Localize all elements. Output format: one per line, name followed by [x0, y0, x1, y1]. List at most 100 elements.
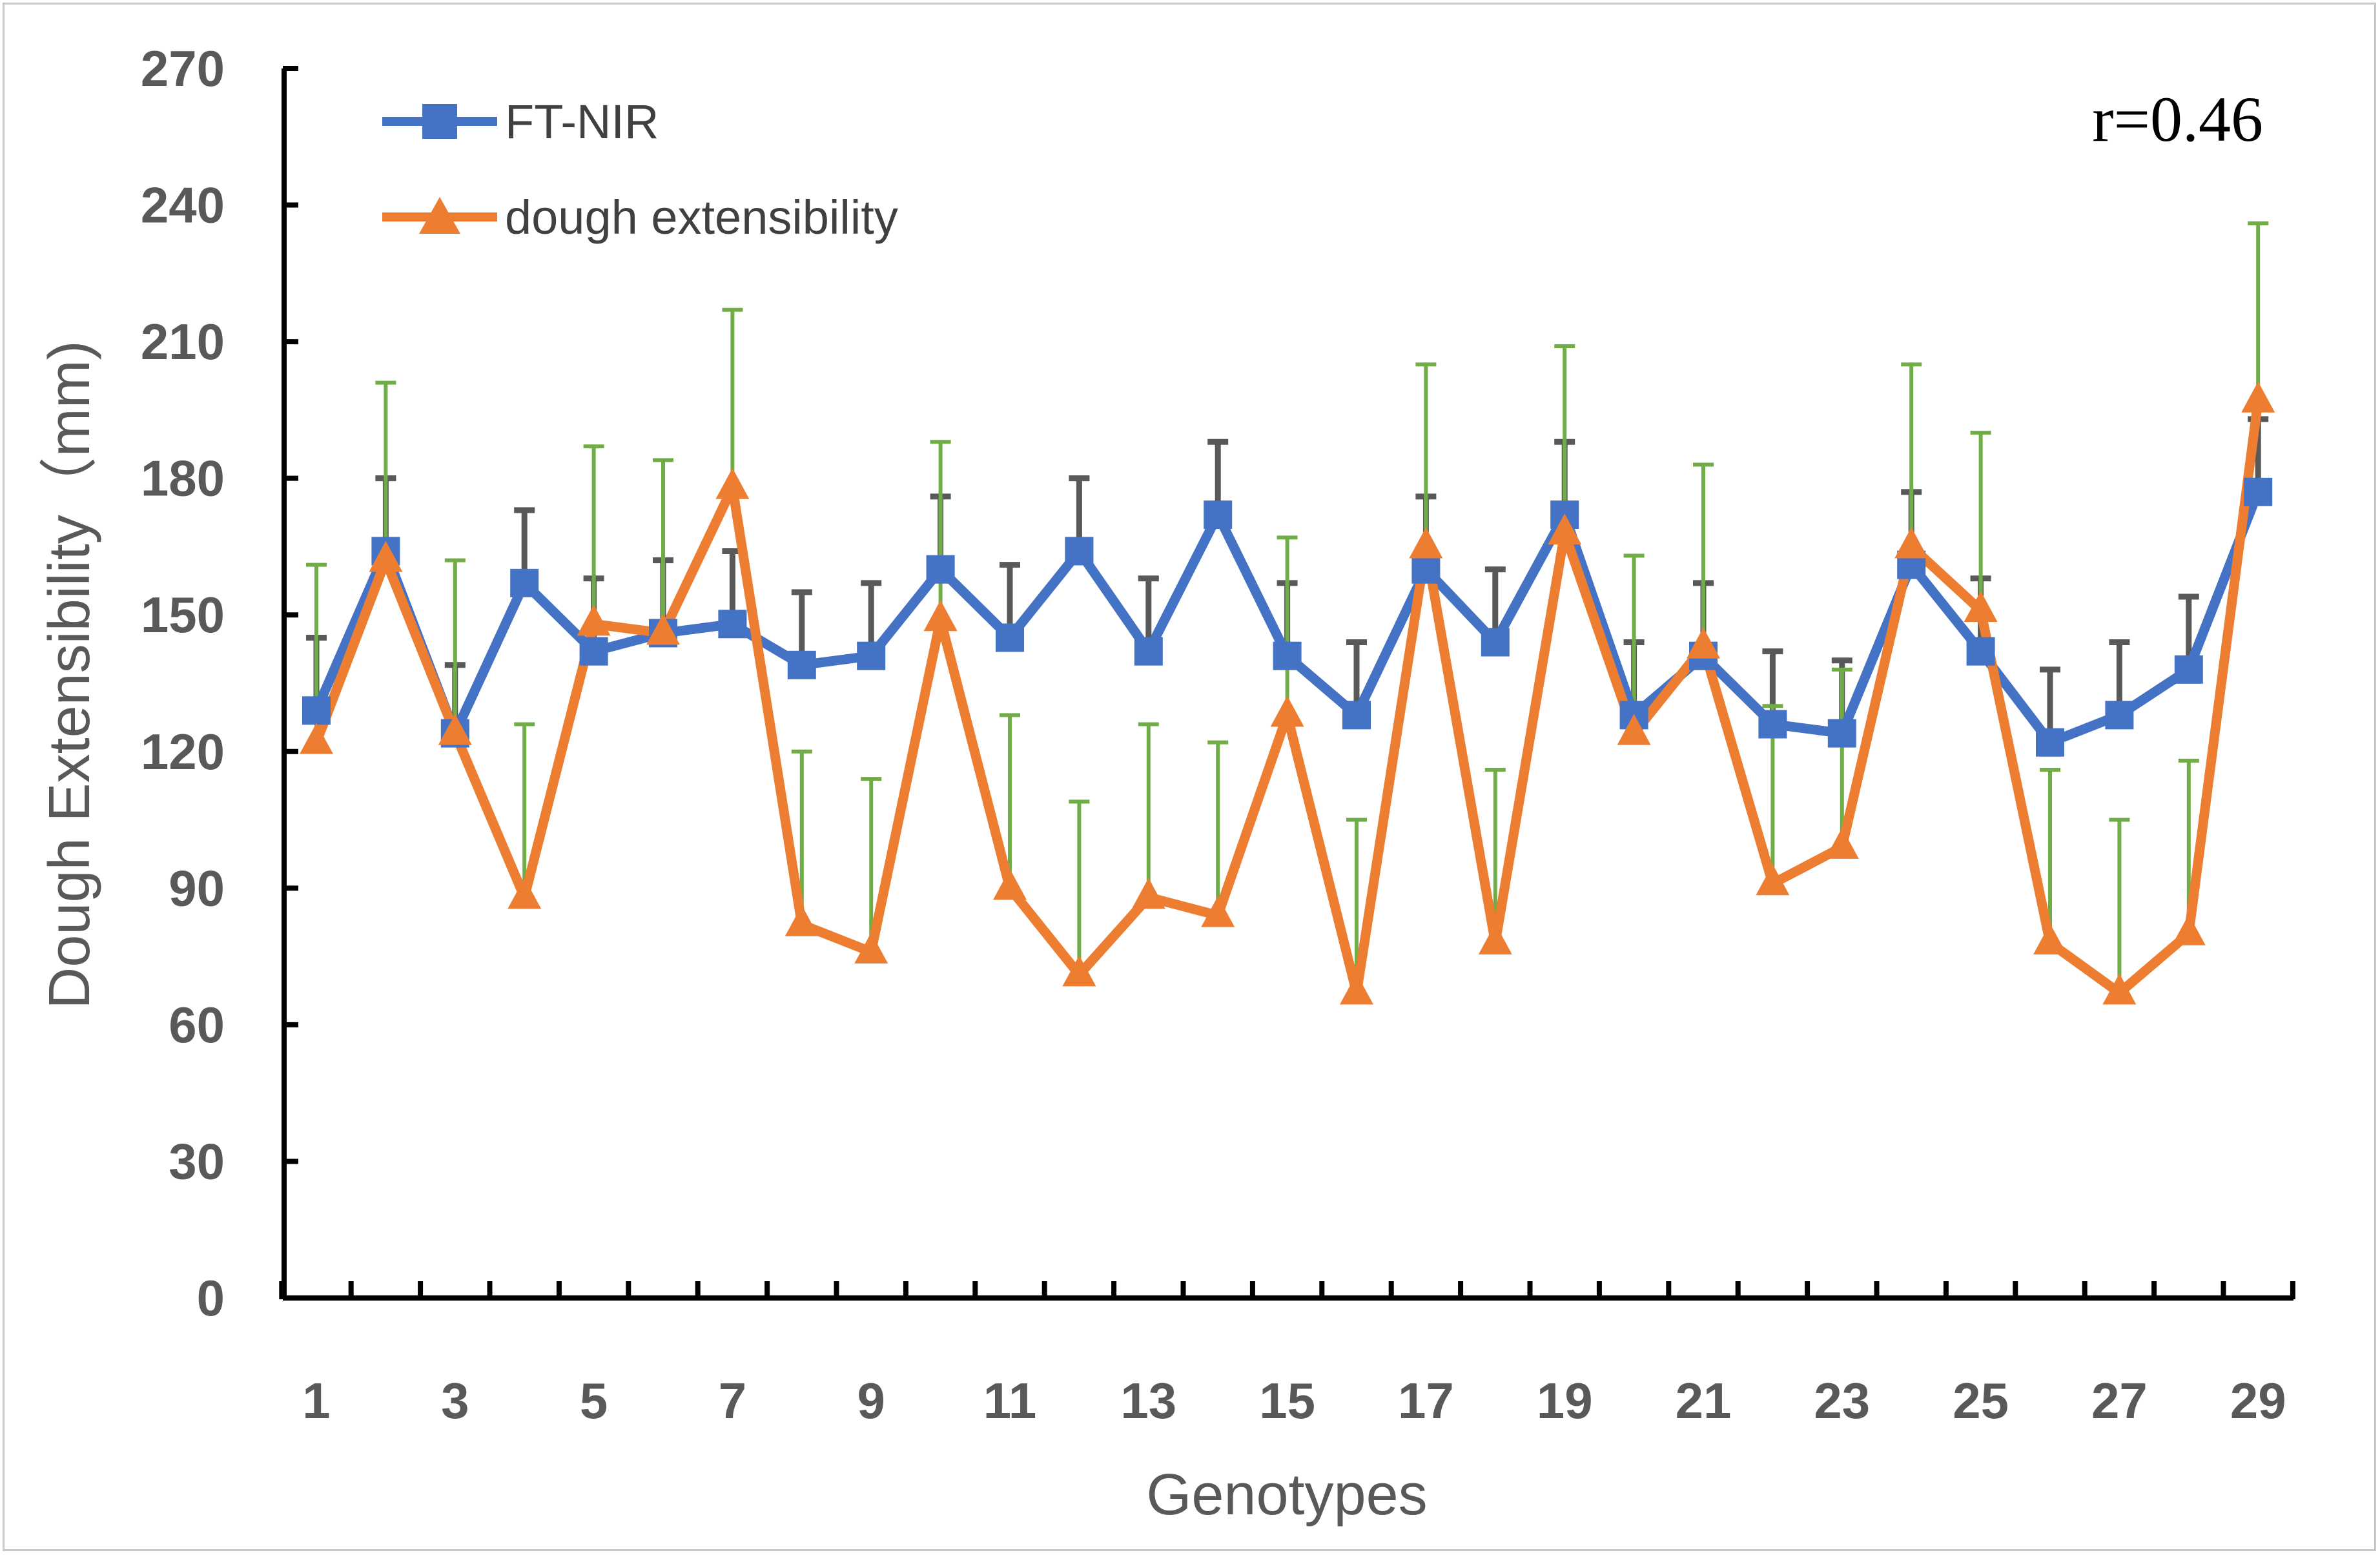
x-tick-label: 27 — [2091, 1372, 2148, 1429]
data-point-dough-extensibility — [785, 905, 819, 936]
data-point-ft-nir — [2174, 655, 2203, 684]
data-point-ft-nir — [579, 637, 608, 666]
error-bar-dough-extensibility — [2109, 818, 2130, 993]
data-point-dough-extensibility — [1894, 527, 1929, 559]
error-bar-dough-extensibility — [1207, 740, 1229, 916]
x-tick-label: 11 — [983, 1372, 1036, 1429]
error-bar-dough-extensibility — [1970, 431, 1991, 611]
data-point-dough-extensibility — [715, 468, 750, 499]
data-point-ft-nir — [510, 568, 539, 597]
data-point-ft-nir — [926, 555, 955, 584]
data-point-dough-extensibility — [369, 541, 403, 572]
legend-label-ft-nir: FT-NIR — [505, 95, 659, 149]
error-bar-dough-extensibility — [1069, 799, 1090, 975]
x-tick-label: 9 — [857, 1372, 885, 1429]
error-bar-dough-extensibility — [514, 722, 535, 898]
y-tick-label: 60 — [169, 996, 225, 1053]
data-point-ft-nir — [2105, 701, 2134, 730]
data-point-dough-extensibility — [1201, 896, 1235, 927]
data-point-dough-extensibility — [1131, 878, 1165, 909]
data-point-dough-extensibility — [1617, 714, 1651, 745]
error-bar-dough-extensibility — [2248, 221, 2269, 401]
error-bar-dough-extensibility — [930, 440, 951, 620]
data-point-dough-extensibility — [1062, 955, 1096, 987]
y-tick-label: 210 — [141, 313, 225, 370]
error-bar-dough-extensibility — [1138, 722, 1159, 898]
data-point-dough-extensibility — [1964, 591, 1998, 623]
data-point-dough-extensibility — [508, 878, 542, 909]
y-tick-label: 240 — [141, 177, 225, 234]
data-point-dough-extensibility — [2102, 973, 2137, 1005]
x-tick-label: 13 — [1120, 1372, 1176, 1429]
y-tick-label: 150 — [141, 586, 225, 643]
x-tick-label: 19 — [1537, 1372, 1593, 1429]
x-axis-title: Genotypes — [1146, 1463, 1427, 1527]
error-bar-dough-extensibility — [861, 777, 882, 953]
error-bar-dough-extensibility — [1000, 713, 1020, 889]
series-markers — [300, 381, 2275, 1005]
error-bar-dough-extensibility — [722, 307, 743, 488]
x-tick-label: 21 — [1676, 1372, 1732, 1429]
data-point-ft-nir — [1411, 555, 1441, 584]
error-bar-dough-extensibility — [583, 444, 604, 624]
x-tick-label: 5 — [580, 1372, 608, 1429]
legend-square-marker-icon — [422, 104, 457, 139]
data-point-ft-nir — [1134, 637, 1163, 666]
data-point-dough-extensibility — [300, 723, 333, 754]
legend: FT-NIR dough extensibility — [382, 95, 898, 244]
data-point-ft-nir — [2244, 477, 2273, 506]
data-point-ft-nir — [1481, 628, 1510, 657]
data-point-dough-extensibility — [1409, 527, 1443, 559]
data-point-ft-nir — [1065, 537, 1094, 566]
data-point-dough-extensibility — [438, 714, 472, 745]
data-point-dough-extensibility — [854, 932, 888, 964]
legend-item-dough-extensibility: dough extensibility — [382, 191, 898, 244]
data-point-dough-extensibility — [2171, 914, 2206, 945]
data-point-dough-extensibility — [1825, 827, 1859, 859]
y-tick-label: 120 — [141, 723, 225, 780]
data-point-ft-nir — [1204, 500, 1233, 530]
data-point-dough-extensibility — [577, 604, 611, 636]
correlation-annotation: r=0.46 — [2092, 83, 2263, 155]
data-point-ft-nir — [1966, 637, 1995, 666]
y-axis-title: Dough Extensibility（mm) — [37, 340, 102, 1009]
data-point-dough-extensibility — [1270, 695, 1304, 727]
x-tick-label: 15 — [1259, 1372, 1315, 1429]
error-bar-dough-extensibility — [1693, 462, 1714, 647]
error-bar-dough-extensibility — [375, 380, 396, 561]
error-bar-dough-extensibility — [1901, 362, 1922, 547]
x-tick-label: 1 — [302, 1372, 330, 1429]
data-point-ft-nir — [1827, 719, 1856, 748]
data-point-dough-extensibility — [1756, 864, 1790, 896]
data-point-dough-extensibility — [2033, 923, 2067, 954]
data-point-dough-extensibility — [1340, 973, 1373, 1005]
x-tick-label: 29 — [2230, 1372, 2286, 1429]
x-tick-label: 17 — [1398, 1372, 1454, 1429]
error-bar-dough-extensibility — [2040, 767, 2060, 943]
error-bar-dough-extensibility — [1831, 667, 1852, 847]
data-point-ft-nir — [787, 650, 816, 679]
error-bar-dough-extensibility — [1415, 362, 1437, 547]
y-tick-label: 30 — [169, 1133, 225, 1189]
figure-frame — [3, 3, 2376, 1551]
data-point-dough-extensibility — [646, 613, 680, 645]
data-point-dough-extensibility — [1687, 627, 1720, 659]
y-tick-label: 270 — [141, 40, 225, 97]
legend-label-dough-extensibility: dough extensibility — [505, 191, 898, 244]
y-tick-label: 90 — [169, 860, 225, 916]
y-tick-label: 180 — [141, 450, 225, 507]
x-tick-label: 7 — [719, 1372, 746, 1429]
error-bar-dough-extensibility — [1277, 535, 1298, 716]
y-tick-label: 0 — [197, 1270, 225, 1326]
error-bar-dough-extensibility — [653, 458, 673, 633]
error-bar-dough-extensibility — [444, 558, 466, 734]
x-tick-label: 3 — [441, 1372, 469, 1429]
data-point-ft-nir — [718, 610, 747, 639]
data-point-ft-nir — [1758, 710, 1787, 739]
data-point-dough-extensibility — [1548, 513, 1582, 545]
data-point-ft-nir — [302, 696, 331, 725]
data-point-ft-nir — [2036, 728, 2064, 757]
x-tick-label: 23 — [1814, 1372, 1870, 1429]
